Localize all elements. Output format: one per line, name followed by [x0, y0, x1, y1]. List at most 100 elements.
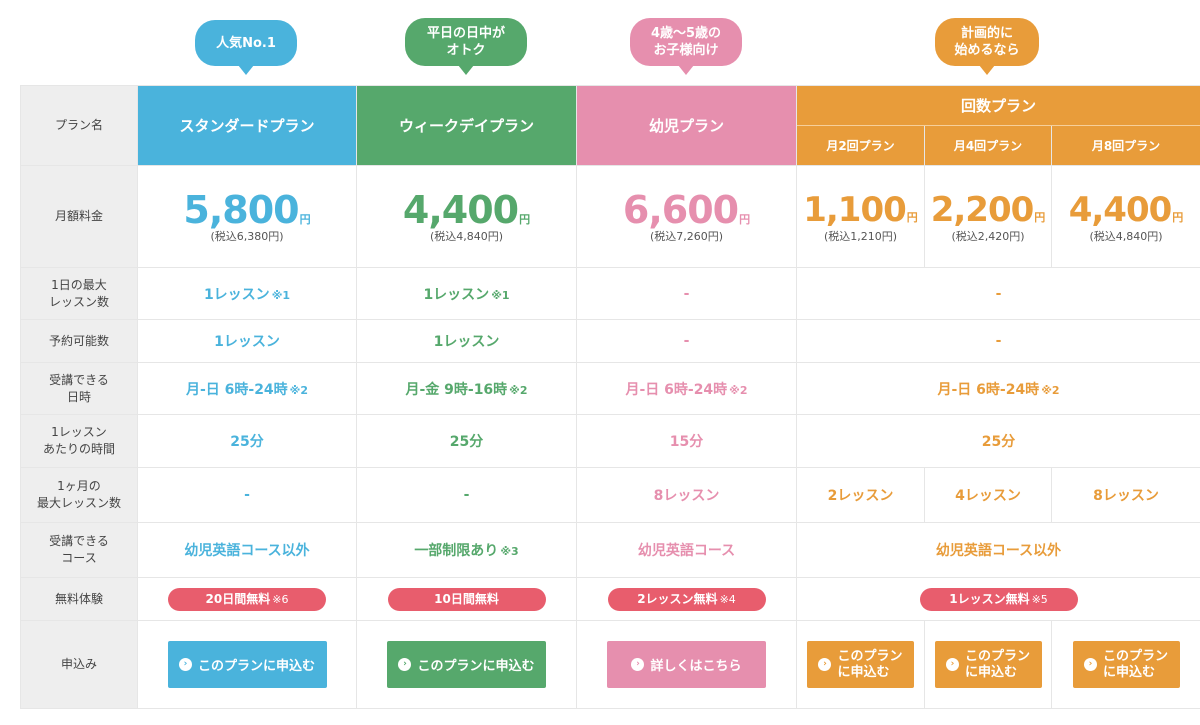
- trial-count: 1レッスン無料 ※5: [795, 577, 1200, 621]
- apply-standard-cell: › このプランに申込む: [137, 620, 357, 709]
- badge-kids-line2: お子様向け: [653, 43, 719, 58]
- label-line: 1日の最大: [51, 277, 107, 292]
- apply-label: 申込み: [20, 620, 138, 709]
- max-daily-weekday: 1レッスン ※1: [356, 267, 577, 320]
- price-count2-tax: (税込1,210円): [823, 229, 898, 243]
- schedule-label: 受講できる 日時: [20, 362, 138, 415]
- pill-text: 1レッスン無料: [949, 591, 1030, 606]
- badge-weekday-line2: オトク: [446, 43, 486, 58]
- badge-weekday-line1: 平日の日中が: [426, 26, 505, 41]
- chevron-right-circle-icon: ›: [1084, 658, 1097, 671]
- courses-label: 受講できる コース: [20, 522, 138, 578]
- yen-unit: 円: [519, 212, 531, 226]
- price-standard-value: 5,800: [183, 187, 299, 232]
- reservable-weekday: 1レッスン: [356, 319, 577, 363]
- price-kids-value: 6,600: [622, 187, 739, 232]
- badge-planned: 計画的に 始めるなら: [935, 18, 1039, 75]
- label-line: コース: [61, 551, 97, 565]
- free-trial-label: 無料体験: [20, 577, 138, 621]
- value-text: 一部制限あり: [414, 543, 499, 559]
- value-text: 月-金 9時-16時: [405, 381, 508, 398]
- label-line: 最大レッスン数: [36, 496, 121, 510]
- button-label: このプランに申込む: [197, 659, 315, 674]
- yen-unit: 円: [1034, 210, 1046, 224]
- footnote-mark: ※1: [271, 288, 291, 302]
- trial-kids: 2レッスン無料 ※4: [576, 577, 797, 621]
- trial-weekday: 10日間無料: [356, 577, 577, 621]
- trial-count-pill: 1レッスン無料 ※5: [919, 587, 1078, 611]
- apply-count2-button[interactable]: › このプラン に申込む: [807, 641, 914, 688]
- yen-unit: 円: [299, 212, 311, 226]
- button-label: このプランに申込む: [417, 659, 535, 674]
- duration-kids: 15分: [576, 414, 797, 468]
- apply-count8-cell: › このプラン に申込む: [1050, 620, 1200, 709]
- price-standard: 5,800円 (税込6,380円): [137, 165, 357, 268]
- monthly-max-count8: 8レッスン: [1050, 467, 1200, 523]
- max-daily-standard: 1レッスン ※1: [137, 267, 357, 320]
- monthly-max-label: 1ヶ月の 最大レッスン数: [20, 467, 138, 523]
- badge-planned-line2: 始めるなら: [954, 43, 1020, 58]
- value-text: 1レッスン: [203, 286, 270, 303]
- monthly-max-weekday: -: [356, 467, 577, 523]
- trial-kids-pill: 2レッスン無料 ※4: [607, 587, 766, 611]
- price-count4: 2,200円 (税込2,420円): [924, 165, 1052, 268]
- reservable-kids: -: [576, 319, 797, 363]
- chevron-right-circle-icon: ›: [178, 658, 192, 671]
- header-count2-plan: 月2回プラン: [796, 125, 925, 166]
- courses-weekday: 一部制限あり ※3: [356, 522, 577, 578]
- pill-text: 10日間無料: [434, 591, 499, 606]
- duration-label: 1レッスン あたりの時間: [20, 414, 138, 468]
- chevron-right-circle-icon: ›: [945, 658, 959, 671]
- button-label-line2: に申込む: [837, 664, 890, 680]
- header-count-plan: 回数プラン: [795, 85, 1200, 126]
- value-text: 月-日 6時-24時: [625, 381, 728, 398]
- price-weekday-value: 4,400: [402, 187, 519, 232]
- schedule-weekday: 月-金 9時-16時 ※2: [356, 362, 577, 415]
- max-daily-lessons-label: 1日の最大 レッスン数: [20, 267, 138, 320]
- schedule-kids: 月-日 6時-24時 ※2: [576, 362, 797, 415]
- button-label-line1: このプラン: [837, 648, 903, 664]
- price-count8-tax: (税込4,840円): [1089, 229, 1163, 243]
- footnote-mark: ※2: [1041, 383, 1060, 397]
- header-standard-plan: スタンダードプラン: [137, 85, 357, 166]
- badge-weekday: 平日の日中が オトク: [405, 18, 527, 75]
- duration-count: 25分: [795, 414, 1200, 468]
- header-kids-plan: 幼児プラン: [576, 85, 797, 166]
- price-count8-value: 4,400: [1068, 189, 1173, 230]
- button-label-line2: に申込む: [1103, 664, 1156, 680]
- button-label: 詳しくはこちら: [650, 659, 742, 674]
- badge-kids-line1: 4歳〜5歳の: [650, 26, 722, 41]
- duration-standard: 25分: [137, 414, 357, 468]
- apply-standard-button[interactable]: › このプランに申込む: [167, 641, 327, 688]
- max-daily-count: -: [795, 267, 1200, 320]
- label-line: あたりの時間: [42, 442, 115, 456]
- apply-weekday-button[interactable]: › このプランに申込む: [387, 641, 546, 688]
- price-count2: 1,100円 (税込1,210円): [796, 165, 925, 268]
- trial-weekday-pill: 10日間無料: [387, 587, 546, 611]
- label-line: レッスン数: [48, 294, 109, 309]
- label-line: 受講できる: [49, 534, 109, 548]
- pill-text: 20日間無料: [205, 591, 271, 606]
- apply-count4-button[interactable]: › このプラン に申込む: [934, 641, 1042, 688]
- reservable-label: 予約可能数: [20, 319, 138, 363]
- monthly-max-kids: 8レッスン: [576, 467, 797, 523]
- monthly-max-standard: -: [137, 467, 357, 523]
- apply-kids-cell: › 詳しくはこちら: [576, 620, 797, 709]
- apply-count4-cell: › このプラン に申込む: [924, 620, 1052, 709]
- schedule-count: 月-日 6時-24時 ※2: [795, 362, 1200, 415]
- reservable-standard: 1レッスン: [137, 319, 357, 363]
- value-text: 1レッスン: [423, 286, 490, 303]
- footnote-mark: ※4: [719, 592, 736, 606]
- footnote-mark: ※5: [1031, 592, 1048, 606]
- courses-count: 幼児英語コース以外: [795, 522, 1200, 578]
- kids-details-button[interactable]: › 詳しくはこちら: [607, 641, 766, 688]
- courses-standard: 幼児英語コース以外: [137, 522, 357, 578]
- value-text: 月-日 6時-24時: [937, 381, 1040, 398]
- trial-standard-pill: 20日間無料 ※6: [168, 587, 326, 611]
- schedule-standard: 月-日 6時-24時 ※2: [137, 362, 357, 415]
- apply-count8-button[interactable]: › このプラン に申込む: [1072, 641, 1180, 688]
- label-line: 1レッスン: [51, 425, 107, 439]
- courses-kids: 幼児英語コース: [576, 522, 797, 578]
- button-label: このプランに申込む: [837, 649, 902, 681]
- header-weekday-plan: ウィークデイプラン: [356, 85, 577, 166]
